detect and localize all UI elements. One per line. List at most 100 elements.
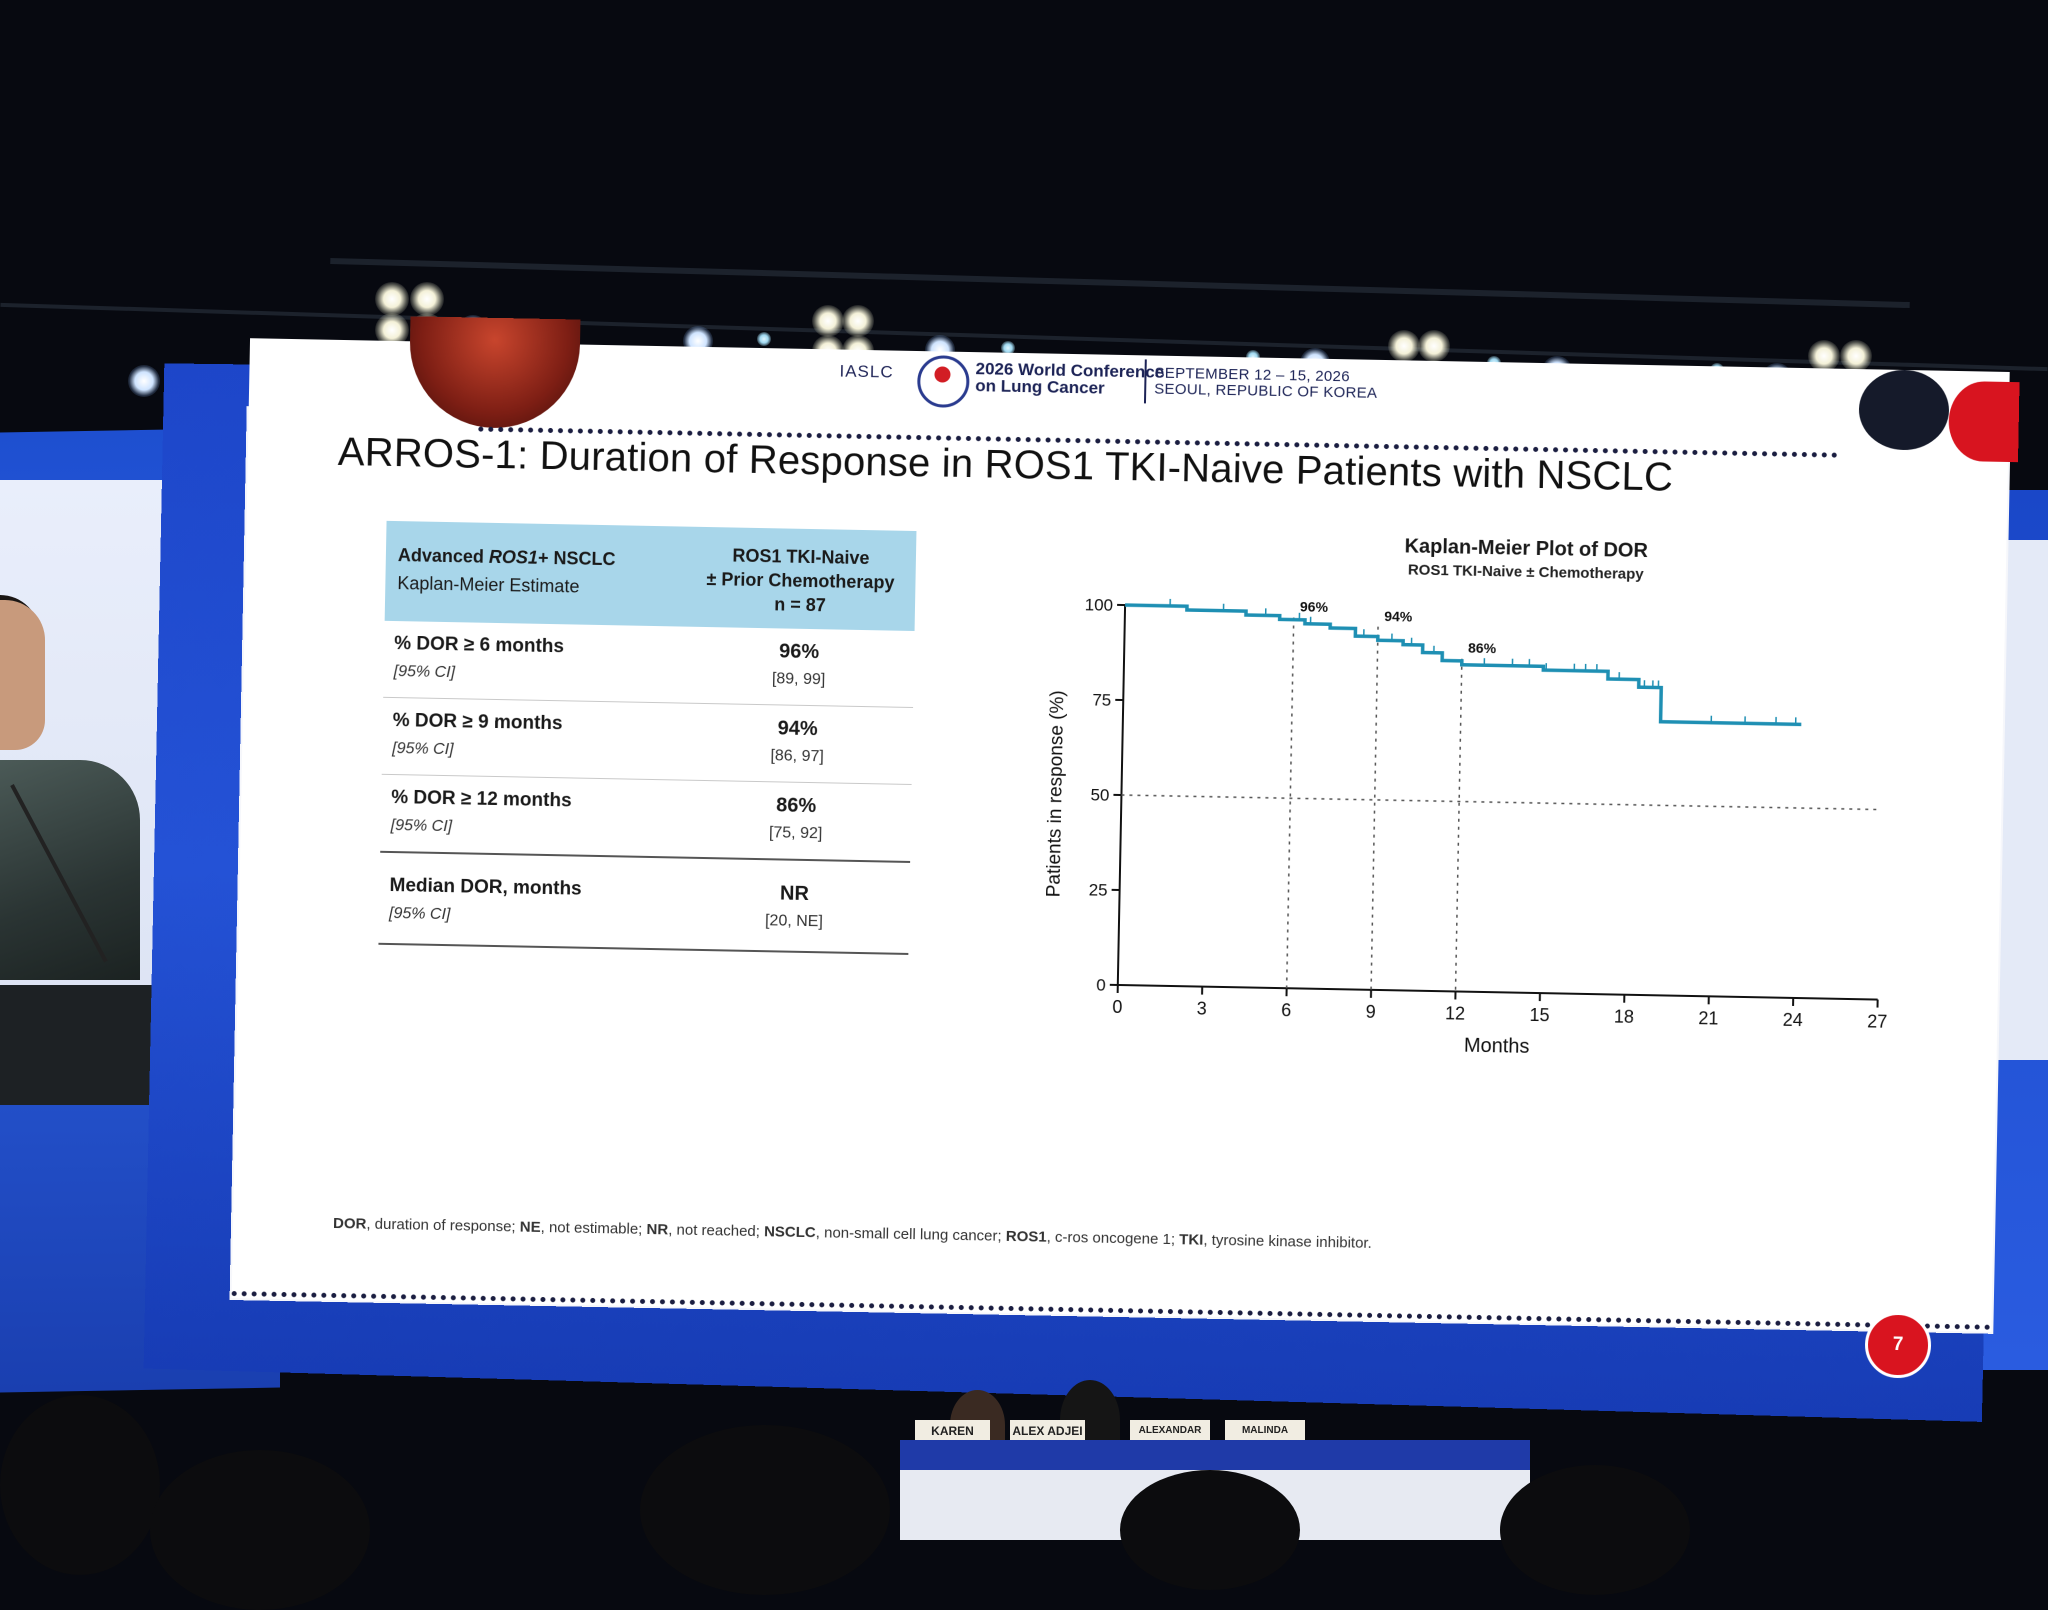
footnote-term: NE	[520, 1219, 541, 1236]
milestone-label: 96%	[1300, 599, 1329, 616]
milestone-line	[1287, 617, 1294, 988]
table-row: % DOR ≥ 6 months [95% CI] 96% [89, 99]	[383, 621, 914, 708]
x-axis-label: Months	[1464, 1035, 1530, 1058]
x-tick-label: 15	[1529, 1005, 1549, 1025]
conference-dates-block: SEPTEMBER 12 – 15, 2026 SEOUL, REPUBLIC …	[1154, 366, 1378, 402]
footnote-definition: , not estimable;	[540, 1219, 646, 1238]
header-red-shape	[1948, 381, 2020, 462]
x-axis-line	[1118, 985, 1878, 1000]
audience-head	[640, 1425, 890, 1595]
table-row: % DOR ≥ 12 months [95% CI] 86% [75, 92]	[380, 775, 911, 863]
row-ci-label: [95% CI]	[392, 740, 454, 759]
header-prefix: Advanced	[398, 545, 489, 567]
row-value: NR	[679, 881, 909, 908]
stage-light	[1418, 330, 1450, 362]
cohort-chemo: ± Prior Chemotherapy	[685, 567, 915, 595]
milestone-label: 94%	[1384, 608, 1413, 625]
footnote-term: DOR	[333, 1215, 367, 1233]
footnote-definition: , duration of response;	[366, 1216, 520, 1236]
y-axis-label: Patients in response (%)	[1043, 690, 1068, 897]
stage-light	[410, 282, 444, 316]
stage-light	[128, 365, 160, 397]
stage-light	[375, 282, 409, 316]
stage-light	[1808, 340, 1840, 372]
panel-table-banner	[900, 1440, 1530, 1470]
row-ci-label: [95% CI]	[389, 905, 451, 924]
footnote-definition: , non-small cell lung cancer;	[816, 1224, 1006, 1245]
chart-subtitle: ROS1 TKI-Naive ± Chemotherapy	[1408, 561, 1645, 583]
x-tick-label: 24	[1783, 1010, 1803, 1030]
y-tick-label: 0	[1096, 976, 1106, 995]
audience-head	[150, 1450, 370, 1610]
footnote-definition: , tyrosine kinase inhibitor.	[1203, 1232, 1372, 1252]
y-tick-label: 75	[1092, 690, 1111, 709]
row-ci-value: [75, 92]	[680, 823, 910, 845]
row-label: % DOR ≥ 9 months	[393, 710, 563, 735]
chart-title: Kaplan-Meier Plot of DOR	[1404, 535, 1648, 562]
footnote-term: TKI	[1179, 1231, 1203, 1248]
milestone-line	[1456, 659, 1462, 992]
row-ci-value: [86, 97]	[682, 746, 912, 768]
audience-head	[1120, 1470, 1300, 1590]
stage-light	[842, 305, 874, 337]
x-tick-label: 18	[1614, 1007, 1634, 1027]
x-tick-label: 0	[1112, 997, 1122, 1017]
row-label: Median DOR, months	[389, 875, 582, 901]
row-label: % DOR ≥ 12 months	[391, 787, 572, 812]
y-tick-label: 25	[1089, 880, 1108, 899]
milestone-label: 86%	[1468, 640, 1497, 657]
panelist-name-card: ALEXANDAR DRILON	[1130, 1420, 1210, 1442]
stage-light	[812, 305, 844, 337]
row-value: 94%	[682, 716, 912, 743]
panelist-name-card: MALINDA ITCHINS	[1225, 1420, 1305, 1442]
x-tick-label: 6	[1281, 1000, 1291, 1020]
x-tick-label: 3	[1197, 999, 1207, 1019]
km-curve	[1123, 605, 1803, 724]
reference-line-50	[1121, 795, 1881, 810]
audience-head	[0, 1395, 160, 1575]
footnote-definition: , not reached;	[668, 1221, 764, 1240]
header-estimate-label: Kaplan-Meier Estimate	[397, 569, 615, 601]
table-header-left: Advanced ROS1+ NSCLC Kaplan-Meier Estima…	[397, 541, 616, 601]
x-tick-label: 27	[1867, 1011, 1887, 1031]
row-ci-label: [95% CI]	[393, 663, 455, 682]
x-tick-label: 21	[1698, 1008, 1718, 1028]
footnote-term: NR	[646, 1221, 668, 1238]
iaslc-logo-text: IASLC	[839, 362, 894, 383]
speaker-jacket	[0, 760, 140, 980]
stage-light	[1388, 330, 1420, 362]
header-suffix: + NSCLC	[538, 548, 616, 569]
x-tick-label: 9	[1365, 1002, 1375, 1022]
slide-footnote: DOR, duration of response; NE, not estim…	[333, 1215, 1833, 1261]
table-row-median: Median DOR, months [95% CI] NR [20, NE]	[378, 853, 910, 955]
footnote-term: ROS1	[1006, 1228, 1047, 1246]
milestone-line	[1371, 627, 1378, 990]
table-row: % DOR ≥ 9 months [95% CI] 94% [86, 97]	[382, 698, 913, 785]
row-label: % DOR ≥ 6 months	[394, 633, 564, 658]
row-value: 86%	[681, 793, 911, 820]
footnote-term: NSCLC	[764, 1223, 816, 1241]
audience-head	[1500, 1465, 1690, 1595]
row-ci-value: [20, NE]	[679, 911, 909, 933]
y-tick-label: 50	[1090, 785, 1109, 804]
table-header: Advanced ROS1+ NSCLC Kaplan-Meier Estima…	[385, 521, 917, 631]
row-ci-label: [95% CI]	[391, 817, 453, 836]
panelist-name-card: ALEX ADJEI	[1010, 1420, 1085, 1442]
table-header-right: ROS1 TKI-Naive ± Prior Chemotherapy n = …	[685, 543, 916, 619]
stage-light	[1840, 340, 1872, 372]
y-tick-label: 100	[1085, 595, 1114, 615]
speaker-face	[0, 600, 45, 750]
stage-light	[757, 332, 771, 346]
row-value: 96%	[684, 639, 914, 666]
x-tick-label: 12	[1445, 1003, 1465, 1023]
footnote-definition: , c-ros oncogene 1;	[1046, 1229, 1179, 1249]
header-gene: ROS1	[489, 547, 538, 568]
row-ci-value: [89, 99]	[683, 669, 913, 691]
lighting-truss-upper	[330, 258, 1910, 308]
panelist-name-card: KAREN KELLY	[915, 1420, 990, 1442]
presentation-slide: IASLC 2026 World Conference on Lung Canc…	[232, 408, 2009, 1332]
dor-summary-table: Advanced ROS1+ NSCLC Kaplan-Meier Estima…	[378, 521, 916, 955]
cohort-n: n = 87	[685, 591, 915, 619]
